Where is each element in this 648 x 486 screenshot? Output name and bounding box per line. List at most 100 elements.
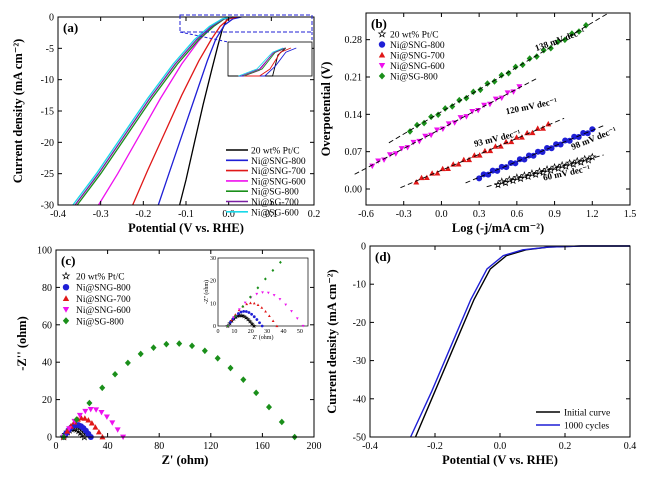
zoom-connector — [179, 31, 229, 43]
inset-point-Ni@SNG-600 — [278, 298, 282, 301]
y-tick-label: -20 — [41, 138, 54, 149]
data-point-Ni@SG-800 — [99, 384, 106, 392]
y-tick-label: 40 — [42, 358, 52, 369]
data-point-Ni@SNG-700 — [497, 143, 504, 149]
x-tick-label: 0.0 — [494, 441, 507, 452]
data-point-20 wt% Pt/C — [580, 154, 589, 163]
y-axis-label: Current density (mA cm⁻²) — [325, 269, 339, 413]
data-point-Ni@SNG-700 — [503, 138, 510, 145]
x-tick-label: 200 — [307, 441, 322, 452]
data-point-Ni@SG-800 — [124, 359, 131, 367]
legend-label: 20 wt% Pt/C — [390, 31, 439, 41]
legend-label: Ni@SG-600 — [251, 208, 299, 218]
data-point-20 wt% Pt/C — [565, 158, 574, 167]
inset-point-Ni@SNG-700 — [275, 324, 279, 328]
panel-label: (c) — [61, 253, 75, 268]
legend-marker — [62, 307, 70, 313]
inset-line-Ni@SG-700 — [240, 47, 285, 77]
data-point-Ni@SNG-600 — [87, 407, 94, 413]
data-point-Ni@SG-800 — [575, 28, 582, 35]
data-point-Ni@SNG-600 — [392, 151, 399, 157]
data-point-Ni@SNG-800 — [589, 126, 596, 133]
y-tick-label: -10 — [353, 280, 366, 291]
data-point-Ni@SNG-600 — [410, 139, 417, 146]
x-tick-label: 0 — [54, 441, 59, 452]
y-tick-label: -30 — [353, 356, 366, 367]
data-point-Ni@SNG-700 — [444, 165, 451, 172]
data-point-Ni@SNG-800 — [507, 160, 514, 167]
inset-point-Ni@SNG-700 — [256, 303, 260, 306]
data-point-Ni@SNG-700 — [423, 174, 430, 180]
inset-point-Ni@SNG-700 — [245, 302, 249, 306]
data-point-Ni@SNG-800 — [544, 145, 551, 152]
plot-frame — [55, 249, 315, 438]
x-tick-label: -0.4 — [50, 209, 66, 220]
plot-frame — [365, 12, 631, 206]
data-point-Ni@SG-800 — [73, 416, 80, 423]
inset-point-Ni@SG-800 — [233, 314, 237, 318]
data-point-Ni@SG-800 — [227, 364, 234, 372]
data-point-Ni@SNG-600 — [481, 102, 488, 109]
data-point-20 wt% Pt/C — [557, 160, 567, 169]
data-point-Ni@SNG-700 — [64, 428, 71, 434]
data-point-Ni@SG-800 — [561, 36, 568, 44]
data-point-Ni@SNG-700 — [540, 125, 547, 131]
legend-label: 20 wt% Pt/C — [251, 147, 300, 157]
inset-point-Ni@SNG-600 — [290, 310, 293, 313]
data-point-Ni@SG-800 — [442, 105, 449, 112]
data-point-Ni@SNG-600 — [516, 84, 523, 90]
x-tick-label: 1.5 — [624, 209, 637, 220]
series-line-Ni@SNG-700 — [132, 16, 238, 206]
data-point-20 wt% Pt/C — [512, 173, 521, 181]
data-point-Ni@SG-800 — [240, 376, 247, 383]
data-point-20 wt% Pt/C — [535, 167, 544, 175]
data-point-Ni@SNG-700 — [524, 129, 531, 136]
inset-point-Ni@SNG-800 — [229, 320, 232, 324]
x-tick-label: 0.1 — [265, 209, 278, 220]
legend-marker — [378, 72, 386, 80]
y-tick-label: 60 — [42, 320, 52, 331]
legend-label: Ni@SNG-800 — [390, 41, 445, 51]
data-point-Ni@SNG-600 — [422, 133, 429, 140]
inset-point-Ni@SG-800 — [226, 324, 230, 328]
inset-point-Ni@SNG-600 — [232, 316, 236, 319]
inset-point-Ni@SNG-800 — [258, 321, 261, 325]
inset-point-Ni@SNG-800 — [255, 318, 259, 321]
data-point-20 wt% Pt/C — [527, 169, 537, 177]
y-tick-label: -30 — [41, 201, 54, 212]
data-point-Ni@SNG-700 — [418, 174, 425, 181]
data-point-Ni@SNG-600 — [386, 152, 393, 158]
panel-d: -0.4 -0.2 0.0 0.2 0.4 0 -10 -20 -30 -40 -50 Potenti… — [325, 242, 636, 468]
inset-point-Ni@SNG-800 — [250, 312, 254, 316]
legend-label: Ni@SNG-800 — [251, 157, 306, 167]
x-tick-label: -0.4 — [362, 441, 378, 452]
data-point-Ni@SNG-700 — [450, 161, 457, 167]
inset-y-tick: 0 — [213, 324, 216, 330]
inset-point-Ni@SNG-600 — [261, 291, 264, 294]
data-point-Ni@SNG-800 — [584, 130, 591, 137]
inset-y-label: -Z'' (ohm) — [203, 280, 210, 304]
data-point-Ni@SNG-600 — [439, 126, 446, 132]
inset-point-Ni@SNG-600 — [284, 303, 288, 307]
data-point-Ni@SNG-700 — [434, 170, 441, 176]
x-tick-label: 0.6 — [511, 209, 524, 220]
inset-point-Ni@SNG-600 — [266, 291, 270, 295]
legend-label: Ni@SNG-600 — [76, 306, 131, 316]
legend-marker — [378, 51, 386, 58]
x-tick-label: -0.6 — [358, 209, 374, 220]
x-tick-label: 40 — [103, 441, 113, 452]
y-tick-label: -10 — [41, 75, 54, 86]
data-point-Ni@SG-800 — [201, 347, 208, 355]
panel-a: -0.4 -0.3 -0.2 -0.1 0.0 0.1 0.2 0 -5 -10 -15 -20 -25… — [11, 13, 320, 236]
series-line-Ni@SG-800 — [76, 16, 234, 206]
legend-label: Ni@SG-800 — [390, 73, 438, 83]
data-point-Ni@SNG-600 — [103, 414, 110, 420]
data-point-Ni@SNG-600 — [486, 101, 493, 108]
data-point-Ni@SNG-700 — [529, 129, 536, 136]
data-point-Ni@SNG-600 — [93, 407, 100, 413]
data-point-Ni@SNG-600 — [434, 127, 441, 133]
inset-point-Ni@SNG-600 — [272, 294, 276, 297]
inset-line-Ni@SG-600 — [238, 47, 284, 77]
panel-label: (a) — [63, 20, 78, 35]
zoom-box — [179, 14, 313, 33]
